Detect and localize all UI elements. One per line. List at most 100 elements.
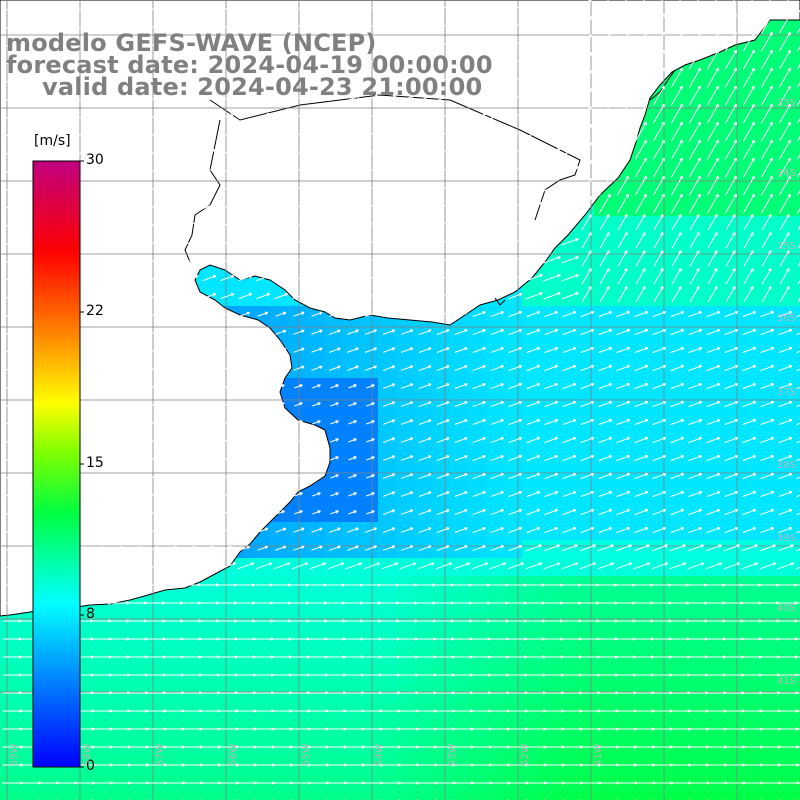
- wind-arrow: [4, 220, 19, 228]
- wind-arrow: [436, 292, 451, 300]
- wind-arrow: [381, 562, 399, 570]
- wind-arrow: [508, 346, 523, 354]
- wind-arrow: [688, 400, 703, 408]
- wind-arrow: [778, 193, 791, 214]
- wind-arrow: [706, 0, 717, 16]
- wind-arrow: [793, 746, 800, 748]
- wind-arrow: [724, 508, 739, 516]
- wind-arrow: [651, 562, 669, 570]
- wind-arrow: [580, 346, 595, 354]
- wind-arrow: [635, 286, 646, 303]
- wind-arrow: [400, 455, 414, 461]
- wind-arrow: [598, 436, 613, 444]
- wind-arrow: [760, 103, 773, 124]
- wind-arrow: [778, 103, 791, 124]
- wind-arrow: [24, 348, 33, 353]
- wind-arrow: [166, 166, 181, 174]
- wind-arrow: [240, 492, 249, 497]
- wind-arrow: [183, 583, 201, 587]
- wind-arrow: [561, 255, 579, 264]
- wind-arrow: [634, 49, 647, 70]
- wind-arrow: [274, 130, 289, 138]
- wind-arrow: [725, 268, 736, 285]
- wind-arrow: [490, 418, 505, 426]
- wind-arrow: [634, 103, 647, 124]
- wind-arrow: [778, 157, 791, 178]
- wind-arrow: [597, 544, 614, 552]
- wind-arrow: [96, 474, 105, 479]
- wind-arrow: [778, 121, 791, 142]
- wind-arrow: [294, 510, 303, 515]
- wind-arrow: [113, 528, 124, 533]
- wind-arrow: [634, 157, 647, 178]
- wind-arrow: [436, 509, 450, 515]
- wind-arrow: [670, 85, 683, 106]
- wind-arrow: [112, 220, 127, 228]
- wind-arrow: [202, 94, 217, 102]
- wind-arrow: [760, 508, 775, 516]
- wind-arrow: [580, 418, 595, 426]
- wind-arrow: [580, 526, 595, 534]
- wind-arrow: [742, 193, 755, 214]
- wind-arrow: [274, 58, 289, 66]
- wind-arrow: [274, 112, 289, 120]
- wind-arrow: [615, 562, 633, 570]
- wind-arrow: [418, 256, 433, 264]
- wind-arrow: [705, 562, 723, 570]
- wind-arrow: [292, 94, 307, 102]
- wind-arrow: [454, 94, 469, 102]
- wind-arrow: [202, 58, 217, 66]
- wind-arrow: [562, 364, 577, 372]
- wind-arrow: [634, 175, 647, 196]
- wind-arrow: [24, 420, 33, 425]
- wind-arrow: [364, 527, 378, 533]
- wind-arrow: [472, 58, 487, 66]
- wind-arrow: [778, 526, 793, 534]
- wind-arrow: [472, 491, 486, 498]
- wind-arrow: [149, 329, 160, 335]
- wind-arrow: [633, 562, 651, 570]
- wind-arrow: [472, 455, 486, 462]
- wind-arrow: [150, 492, 159, 497]
- wind-arrow: [778, 328, 793, 336]
- wind-arrow: [382, 419, 396, 425]
- wind-arrow: [652, 67, 665, 88]
- wind-arrow: [364, 148, 379, 156]
- wind-arrow: [96, 330, 105, 335]
- wind-arrow: [526, 454, 541, 462]
- wind-arrow: [310, 166, 325, 174]
- wind-arrow: [526, 400, 541, 408]
- wind-arrow: [348, 402, 357, 407]
- wind-arrow: [276, 492, 285, 497]
- wind-arrow: [310, 274, 325, 282]
- wind-arrow: [292, 184, 307, 192]
- wind-arrow: [24, 438, 33, 443]
- wind-arrow: [22, 58, 37, 66]
- wind-arrow: [165, 583, 183, 587]
- wind-arrow: [706, 454, 721, 462]
- wind-arrow: [508, 472, 523, 480]
- wind-arrow: [760, 157, 773, 178]
- wind-arrow: [598, 382, 613, 390]
- wind-arrow: [292, 40, 307, 48]
- wind-cell: [558, 792, 576, 800]
- wind-arrow: [508, 184, 523, 192]
- wind-arrow: [634, 382, 649, 390]
- wind-arrow: [742, 364, 757, 372]
- wind-arrow: [184, 4, 199, 12]
- wind-arrow: [598, 157, 611, 178]
- wind-arrow: [24, 366, 33, 371]
- wind-arrow: [364, 130, 379, 138]
- wind-arrow: [670, 472, 685, 480]
- wind-arrow: [653, 286, 664, 303]
- wind-arrow: [274, 292, 289, 300]
- wind-arrow: [93, 601, 112, 605]
- wind-arrow: [330, 384, 339, 389]
- wind-arrow: [222, 492, 231, 497]
- wind-arrow: [616, 103, 629, 124]
- wind-arrow: [652, 454, 667, 462]
- wind-arrow: [345, 583, 363, 587]
- wind-arrow: [130, 238, 145, 246]
- wind-arrow: [616, 328, 631, 336]
- wind-arrow: [490, 472, 505, 480]
